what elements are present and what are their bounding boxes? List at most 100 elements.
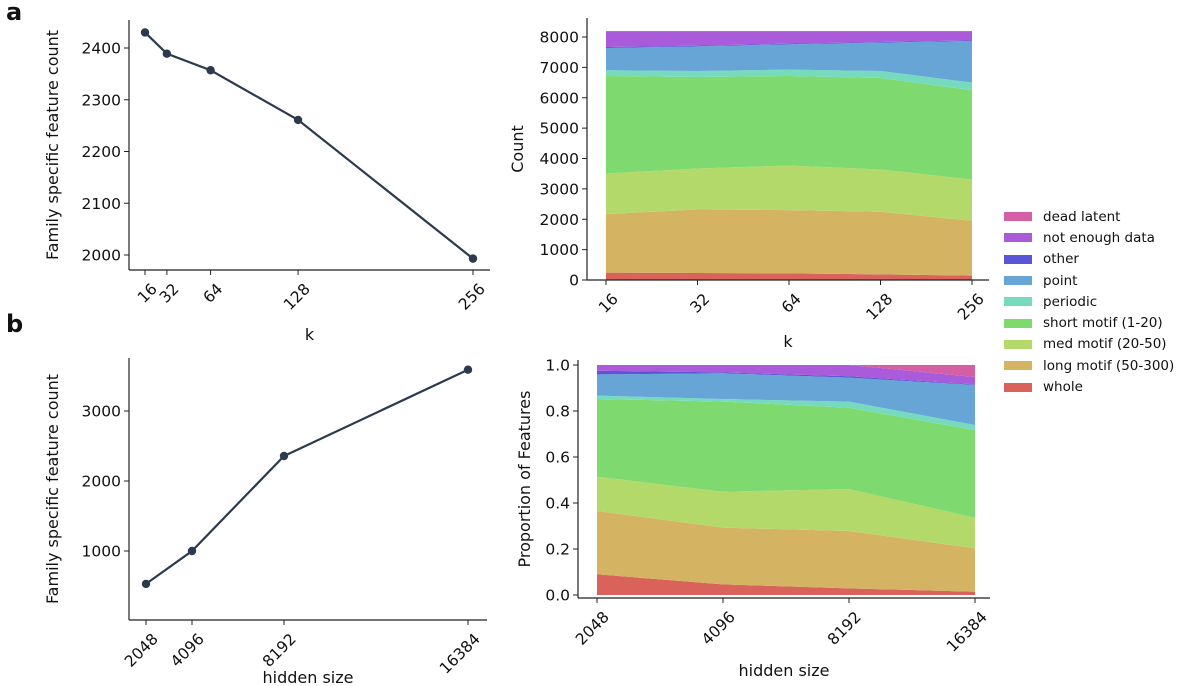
x-tick-label: 256 (954, 290, 988, 324)
legend-item: dead latent (1004, 206, 1174, 227)
x-tick-label: 16384 (943, 608, 991, 656)
y-tick-label: 3000 (82, 403, 121, 421)
x-tick-label: 64 (778, 290, 805, 317)
x-axis-label: hidden size (263, 668, 354, 686)
y-tick-label: 0.2 (545, 541, 570, 559)
legend-item: whole (1004, 376, 1174, 397)
area-dead-latent (597, 365, 975, 377)
x-tick-label: 16384 (436, 630, 484, 678)
x-tick-label: 8192 (259, 630, 300, 671)
area-short-motif-1-20- (606, 75, 972, 180)
y-tick-label: 3000 (540, 180, 579, 198)
area-med-motif-20-50- (606, 165, 972, 221)
y-tick-label: 0 (569, 272, 579, 290)
area-not-enough-data (597, 365, 975, 385)
legend-label: long motif (50-300) (1043, 357, 1175, 374)
y-axis-label: Proportion of Features (515, 391, 534, 568)
area-long-motif-50-300- (597, 511, 975, 592)
y-tick-label: 0.8 (545, 403, 570, 421)
x-tick-label: 64 (200, 280, 227, 307)
x-tick-label: 128 (280, 280, 314, 314)
x-axis-label: k (783, 332, 793, 351)
data-point (279, 451, 289, 461)
y-tick-label: 0.0 (545, 587, 570, 605)
area-whole (606, 272, 972, 280)
x-tick-label: 32 (687, 290, 714, 317)
data-point (141, 579, 151, 589)
legend-swatch (1004, 254, 1032, 264)
area-short-motif-1-20- (597, 399, 975, 518)
x-tick-label: 2048 (121, 630, 162, 671)
y-tick-label: 2000 (82, 473, 121, 491)
x-tick-label: 8192 (824, 608, 865, 649)
area-not-enough-data (606, 31, 972, 47)
x-tick-label: 2048 (572, 608, 613, 649)
data-point (162, 49, 172, 58)
legend-item: long motif (50-300) (1004, 355, 1174, 376)
legend-item: not enough data (1004, 227, 1174, 248)
legend-swatch (1004, 318, 1032, 328)
area-med-motif-20-50- (597, 476, 975, 549)
legend-swatch (1004, 276, 1032, 286)
legend-swatch (1004, 297, 1032, 307)
y-tick-label: 8000 (540, 29, 579, 47)
legend-label: other (1043, 251, 1079, 268)
legend-item: short motif (1-20) (1004, 312, 1174, 333)
y-tick-label: 1000 (82, 543, 121, 561)
x-tick-label: 4096 (698, 608, 739, 649)
legend-label: short motif (1-20) (1043, 315, 1163, 332)
legend-item: med motif (20-50) (1004, 334, 1174, 355)
y-tick-label: 4000 (540, 150, 579, 168)
area-point (606, 41, 972, 83)
y-tick-label: 2100 (82, 195, 121, 213)
legend: dead latent not enough data other point … (1004, 206, 1174, 398)
legend-item: periodic (1004, 291, 1174, 312)
panel-label-a: a (6, 0, 23, 26)
data-point (187, 546, 197, 556)
y-tick-label: 6000 (540, 89, 579, 107)
area-point (597, 373, 975, 426)
legend-item: point (1004, 270, 1174, 291)
area-long-motif-50-300- (606, 209, 972, 276)
area-whole (597, 574, 975, 595)
area-periodic (606, 69, 972, 91)
legend-label: dead latent (1043, 208, 1121, 225)
y-tick-label: 0.6 (545, 449, 570, 467)
legend-swatch (1004, 233, 1032, 243)
legend-swatch (1004, 339, 1032, 349)
area-other (597, 370, 975, 386)
legend-label: periodic (1043, 293, 1098, 310)
chart-4: 0.0 0.2 0.4 0.6 0.8 1.0 2048 4096 8192 16384 hidde… (515, 357, 991, 681)
legend-label: point (1043, 272, 1078, 289)
x-tick-label: 32 (156, 280, 183, 307)
legend-swatch (1004, 361, 1032, 371)
legend-label: whole (1043, 379, 1083, 396)
x-tick-label: 128 (863, 290, 897, 324)
x-tick-label: 4096 (167, 630, 208, 671)
data-line (145, 368, 469, 585)
data-point (468, 254, 478, 263)
chart-3: 1000 2000 3000 2048 4096 8192 16384 hidden size… (43, 358, 487, 686)
data-line (144, 31, 474, 260)
data-point (206, 66, 215, 75)
y-axis-label: Family specific feature count (43, 374, 62, 604)
legend-swatch (1004, 382, 1032, 392)
area-periodic (597, 395, 975, 431)
data-point (293, 115, 303, 125)
data-point (463, 365, 473, 374)
x-tick-label: 16 (595, 290, 622, 317)
y-tick-label: 1000 (540, 241, 579, 259)
y-tick-label: 2300 (82, 91, 121, 109)
y-tick-label: 2200 (82, 143, 121, 161)
y-tick-label: 0.4 (545, 495, 570, 513)
legend-swatch (1004, 212, 1032, 222)
legend-label: not enough data (1043, 229, 1155, 246)
panel-label-b: b (6, 310, 24, 338)
y-tick-label: 5000 (540, 120, 579, 138)
area-other (606, 40, 972, 48)
y-tick-label: 2400 (82, 40, 121, 58)
y-tick-label: 2000 (540, 211, 579, 229)
data-point (140, 28, 150, 37)
